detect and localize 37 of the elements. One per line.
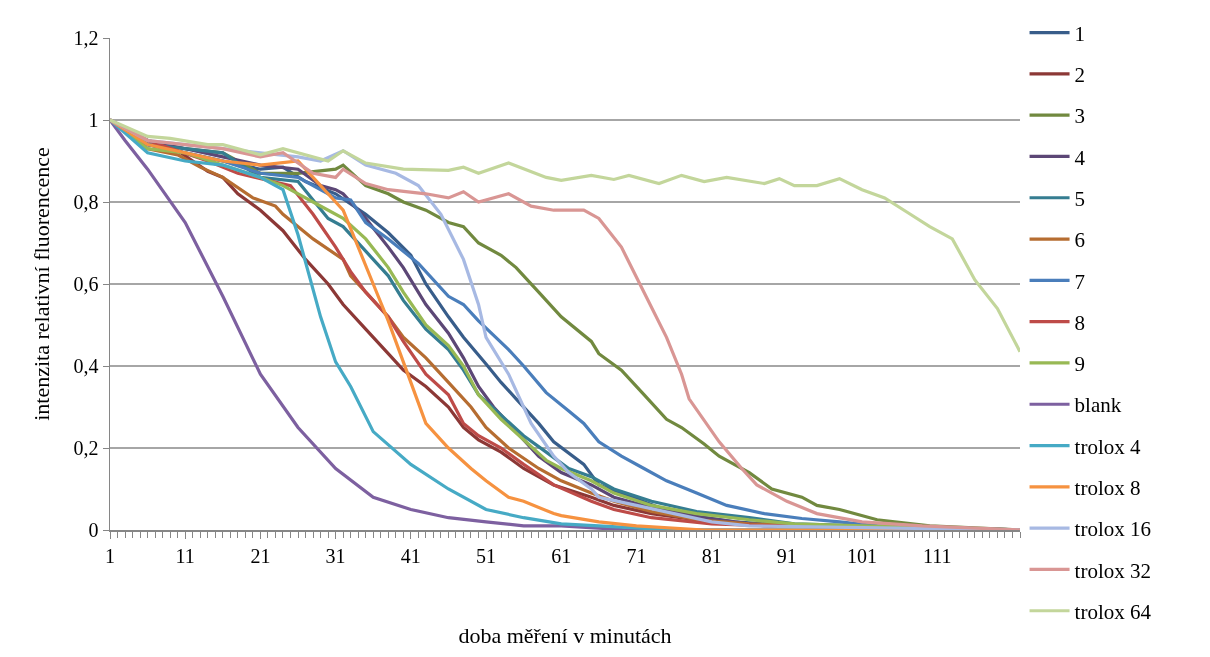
legend-label: trolox 8 bbox=[1074, 476, 1141, 501]
legend-label: 9 bbox=[1074, 352, 1086, 377]
y-tick-label: 0,8 bbox=[73, 191, 99, 213]
legend-label: 4 bbox=[1074, 145, 1086, 170]
x-axis-title: doba měření v minutách bbox=[458, 623, 672, 649]
x-tick-label: 71 bbox=[626, 544, 647, 567]
x-tick-label: 61 bbox=[551, 544, 572, 567]
y-tick-label: 1,2 bbox=[73, 27, 99, 49]
legend-label: trolox 16 bbox=[1074, 517, 1151, 542]
x-tick-label: 51 bbox=[476, 544, 497, 567]
x-tick-label: 21 bbox=[250, 544, 271, 567]
x-tick-label: 41 bbox=[400, 544, 421, 567]
x-tick-label: 31 bbox=[325, 544, 346, 567]
line-series bbox=[110, 118, 1020, 354]
y-tick-label: 0 bbox=[88, 519, 99, 541]
legend-label: 2 bbox=[1074, 63, 1086, 88]
legend-label: 7 bbox=[1074, 269, 1086, 294]
legend-label: trolox 4 bbox=[1074, 434, 1141, 459]
legend-label: 6 bbox=[1074, 228, 1086, 253]
legend-label: trolox 64 bbox=[1074, 599, 1152, 624]
x-tick-label: 101 bbox=[847, 544, 878, 567]
x-tick-label: 91 bbox=[776, 544, 797, 567]
legend-label: trolox 32 bbox=[1074, 558, 1151, 583]
y-axis-title: intenzita relativní fluorencence bbox=[28, 147, 54, 421]
y-tick-label: 0,2 bbox=[73, 437, 99, 459]
legend-label: 8 bbox=[1074, 310, 1086, 335]
x-tick-label: 11 bbox=[175, 544, 195, 567]
legend-label: blank bbox=[1074, 393, 1122, 418]
x-tick-label: 1 bbox=[105, 544, 115, 567]
legend-label: 3 bbox=[1074, 104, 1086, 129]
y-tick-label: 1 bbox=[88, 109, 99, 131]
y-tick-label: 0,6 bbox=[73, 273, 99, 295]
legend-label: 5 bbox=[1074, 186, 1086, 211]
x-tick-label: 111 bbox=[923, 544, 952, 567]
x-tick-label: 81 bbox=[701, 544, 722, 567]
y-tick-label: 0,4 bbox=[73, 355, 99, 377]
legend-label: 1 bbox=[1074, 21, 1086, 46]
